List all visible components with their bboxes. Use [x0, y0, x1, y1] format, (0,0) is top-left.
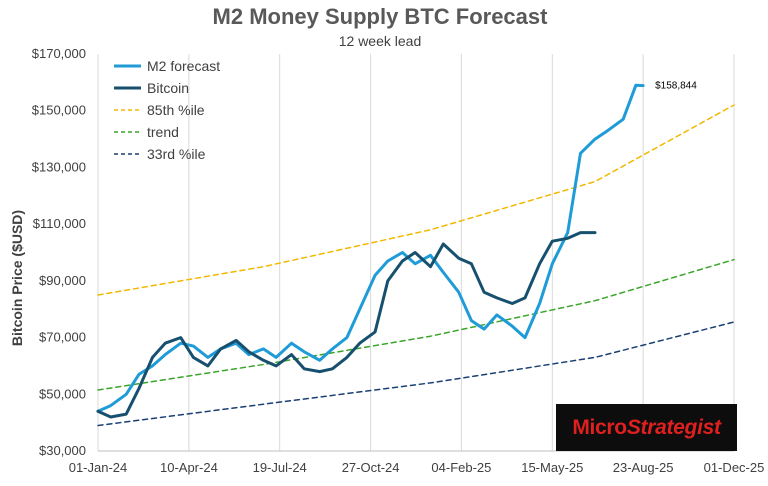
y-tick-label-0: $30,000 — [39, 443, 86, 458]
x-tick-label-7: 01-Dec-25 — [704, 460, 765, 475]
legend-label-1: Bitcoin — [147, 80, 189, 96]
logo-text-part2: Strategist — [626, 415, 721, 439]
microstrategist-logo: MicroStrategist — [556, 404, 737, 451]
x-tick-label-2: 19-Jul-24 — [253, 460, 307, 475]
chart-subtitle: 12 week lead — [339, 33, 422, 49]
y-axis-label: Bitcoin Price ($USD) — [9, 210, 25, 346]
legend-label-4: 33rd %ile — [147, 146, 206, 162]
series-line-85th-ile — [97, 104, 735, 296]
x-tick-label-5: 15-May-25 — [521, 460, 583, 475]
x-tick-label-4: 04-Feb-25 — [431, 460, 491, 475]
x-tick-label-3: 27-Oct-24 — [342, 460, 400, 475]
series-line-m2-forecast — [96, 83, 645, 413]
legend: M2 forecast Bitcoin 85th %ile trend 33rd %il… — [114, 58, 220, 162]
x-tick-label-6: 23-Aug-25 — [613, 460, 674, 475]
y-tick-label-5: $130,000 — [32, 159, 86, 174]
y-tick-label-1: $50,000 — [39, 386, 86, 401]
y-tick-label-4: $110,000 — [33, 216, 86, 231]
y-tick-label-2: $70,000 — [39, 330, 86, 345]
logo-text-part1: Micro — [572, 415, 627, 439]
logo-text: MicroStrategist — [572, 415, 721, 440]
series-line-trend — [97, 258, 735, 391]
x-tick-label-0: 01-Jan-24 — [69, 460, 128, 475]
legend-label-3: trend — [147, 124, 179, 140]
x-tick-label-1: 10-Apr-24 — [160, 460, 218, 475]
plot-area: $30,000 $50,000 $70,000 $90,000 $110,000 $130… — [32, 46, 765, 475]
chart-title: M2 Money Supply BTC Forecast — [213, 4, 549, 29]
legend-label-0: M2 forecast — [147, 58, 220, 74]
series-line-bitcoin — [96, 231, 597, 419]
y-tick-label-3: $90,000 — [39, 273, 86, 288]
y-tick-label-7: $170,000 — [32, 46, 86, 61]
y-tick-label-6: $150,000 — [32, 103, 86, 118]
annotation-0: $158,844 — [655, 81, 697, 92]
legend-label-2: 85th %ile — [147, 102, 205, 118]
series-line-33rd-ile — [97, 321, 735, 427]
